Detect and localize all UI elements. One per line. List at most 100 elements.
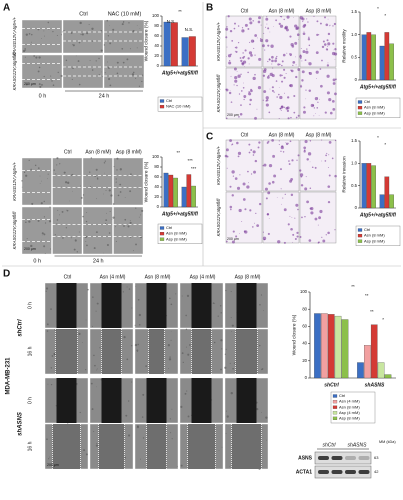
texture [327, 231, 330, 235]
texture [45, 287, 49, 290]
texture [271, 55, 274, 59]
scale-bar-label: 200 µm [24, 82, 36, 86]
texture [297, 68, 301, 71]
texture [80, 185, 81, 187]
texture [302, 110, 306, 114]
texture [51, 355, 54, 357]
bar [188, 36, 196, 67]
texture [39, 85, 42, 89]
texture [171, 438, 173, 440]
texture [67, 181, 70, 184]
texture [54, 234, 56, 236]
texture [37, 167, 40, 169]
row-label: KRASG12V;Atg5+/+ [216, 146, 221, 185]
annotation: *** [187, 158, 193, 163]
texture [294, 41, 298, 45]
texture [304, 215, 306, 218]
texture [43, 216, 46, 218]
texture [26, 238, 28, 240]
texture [327, 167, 329, 169]
texture [81, 342, 83, 343]
texture [319, 22, 322, 25]
texture [307, 38, 311, 41]
texture [307, 21, 309, 23]
micrograph [52, 206, 83, 255]
texture [295, 64, 297, 66]
texture [236, 186, 241, 190]
texture [145, 365, 148, 367]
blot-band [331, 456, 343, 460]
texture [115, 226, 116, 228]
legend-label: Asn (8 mM) [364, 105, 385, 110]
bar [173, 177, 178, 208]
texture [301, 79, 304, 82]
texture [170, 339, 172, 341]
texture [66, 209, 68, 211]
legend-swatch [159, 226, 165, 230]
texture [167, 344, 170, 347]
column-label: Ctrl [241, 132, 249, 138]
scale-bar-label: 200 µm [227, 237, 239, 241]
bar [379, 194, 385, 209]
texture [260, 38, 262, 40]
texture [303, 106, 306, 109]
texture [243, 29, 244, 31]
texture [335, 78, 337, 81]
texture [252, 76, 256, 81]
texture [49, 206, 51, 208]
texture [225, 433, 227, 435]
texture [304, 187, 308, 191]
texture [91, 27, 94, 30]
texture [271, 72, 273, 74]
texture [239, 112, 243, 116]
texture [100, 49, 103, 52]
texture [50, 308, 52, 310]
y-tick-label: 0.5 [351, 54, 357, 59]
micrograph [62, 19, 104, 54]
texture [280, 109, 282, 111]
texture [231, 240, 235, 244]
x-tick-label: Atg5+/+ [161, 70, 180, 76]
texture [334, 59, 336, 60]
texture [292, 64, 294, 67]
texture [219, 305, 222, 307]
texture [226, 424, 228, 426]
time-label: 16 h [27, 346, 33, 356]
texture [281, 60, 284, 63]
texture [61, 186, 62, 188]
texture [293, 17, 294, 18]
texture [227, 15, 230, 18]
blot-lane-label: shCtrl [322, 442, 336, 448]
texture [303, 30, 305, 32]
texture [318, 98, 320, 100]
texture [47, 173, 49, 175]
texture [295, 75, 298, 79]
texture [306, 48, 308, 50]
texture [137, 343, 139, 346]
texture [265, 416, 268, 419]
texture [109, 211, 111, 213]
texture [249, 41, 251, 43]
texture [86, 212, 88, 213]
texture [41, 239, 42, 241]
texture [324, 16, 326, 19]
texture [297, 114, 300, 117]
texture [327, 42, 331, 46]
texture [238, 93, 241, 95]
texture [280, 150, 282, 152]
texture [303, 146, 307, 150]
annotation: *** [191, 166, 197, 171]
blot-band [345, 470, 356, 474]
texture [106, 212, 108, 214]
legend-swatch [357, 228, 363, 232]
texture [141, 80, 143, 83]
texture [326, 74, 330, 78]
texture [22, 49, 26, 53]
texture [297, 154, 300, 157]
texture [104, 160, 106, 162]
mm-label: 42 [374, 469, 379, 474]
texture [231, 143, 234, 145]
texture [38, 66, 41, 69]
texture [39, 175, 41, 177]
bar [384, 32, 390, 81]
